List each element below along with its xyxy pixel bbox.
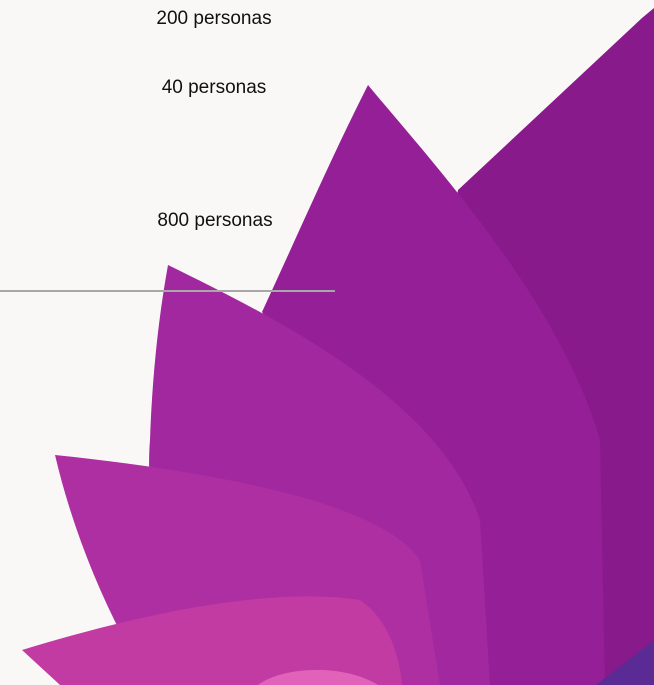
slide: 200 personas 40 personas 800 personas	[0, 0, 654, 685]
label: 200 personas	[156, 8, 271, 29]
label: 40 personas	[162, 77, 267, 98]
page: 200 personas 40 personas 800 personas ((…	[0, 0, 654, 685]
label: 800 personas	[157, 210, 272, 231]
